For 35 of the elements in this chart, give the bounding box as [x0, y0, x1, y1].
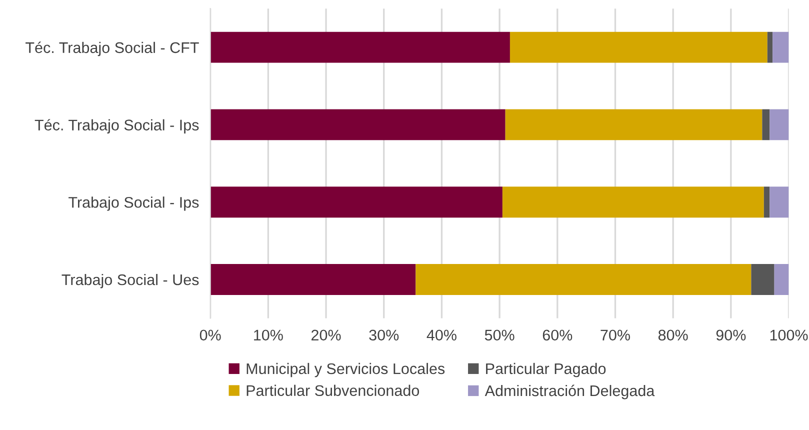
bar — [510, 32, 768, 63]
x-tick-label: 90% — [716, 330, 746, 341]
y-tick-label: Trabajo Social - Ips — [68, 196, 199, 211]
x-tick-label: 40% — [426, 330, 456, 341]
bar — [764, 186, 770, 218]
bar — [767, 32, 773, 63]
legend-label: Administración Delegada — [484, 384, 655, 400]
y-tick-label: Trabajo Social - Ues — [62, 274, 199, 288]
x-tick-label: 80% — [658, 330, 688, 341]
x-tick-label: 70% — [600, 330, 630, 341]
bar — [210, 109, 506, 140]
x-tick-label: 10% — [254, 330, 283, 341]
bar — [210, 186, 502, 218]
legend-label: Particular Pagado — [486, 362, 606, 378]
x-tick-label: 100% — [770, 330, 808, 341]
legend-label: Particular Subvencionado — [246, 384, 420, 396]
x-tick-label: 30% — [369, 330, 399, 341]
x-tick-label: 50% — [484, 330, 514, 341]
y-tick-label: Téc. Trabajo Social - Ips — [34, 119, 199, 134]
bar — [751, 264, 774, 295]
bar — [210, 264, 416, 295]
legend-label: Municipal y Servicios Locales — [246, 362, 445, 378]
bar — [772, 32, 789, 63]
bar — [416, 264, 752, 295]
x-tick-label: 0% — [200, 330, 221, 341]
bar — [770, 186, 789, 218]
y-tick-label: Téc. Trabajo Social - CFT — [26, 42, 199, 56]
bar — [505, 109, 762, 140]
bar — [774, 264, 789, 295]
x-tick-label: 60% — [542, 330, 572, 341]
bar — [502, 186, 764, 218]
x-tick-label: 20% — [312, 330, 341, 341]
bar — [210, 32, 510, 63]
bar — [762, 109, 770, 140]
bar — [770, 109, 789, 140]
